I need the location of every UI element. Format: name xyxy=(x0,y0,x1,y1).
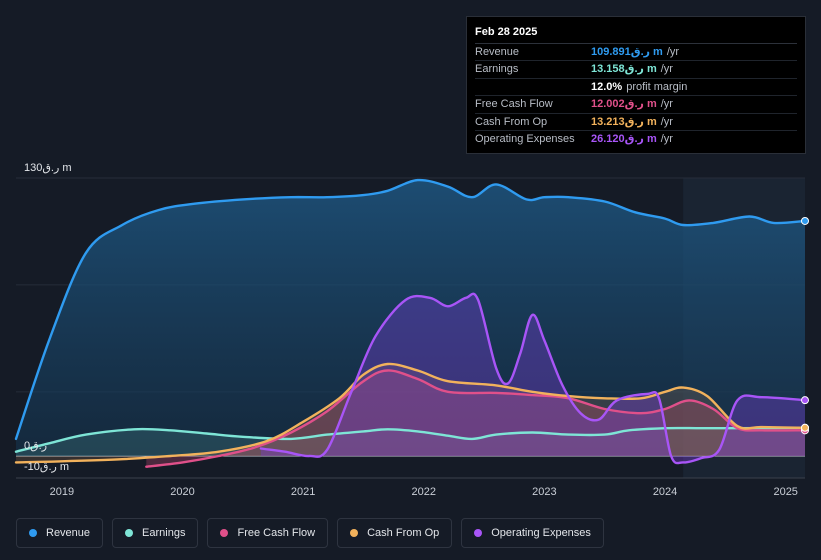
tooltip-row-label: Earnings xyxy=(475,63,519,76)
legend-dot-icon xyxy=(29,529,37,537)
tooltip-row-value: 26.120ر.ق m xyxy=(591,132,657,145)
x-tick-label: 2020 xyxy=(170,486,194,498)
tooltip-row-value: 12.002ر.ق m xyxy=(591,98,657,111)
series-line-free-cash-flow xyxy=(145,369,807,468)
tooltip-row: 12.0% profit margin xyxy=(475,79,797,97)
axis-labels: 130ر.ق m 0ر.ق -10ر.ق m 2019 2020 2021 2022 2023… xyxy=(24,162,798,498)
legend-dot-icon xyxy=(350,529,359,537)
x-tick-label: 2025 xyxy=(773,486,797,498)
tooltip-row-label: Revenue xyxy=(475,46,520,58)
series-line-operating-expenses xyxy=(259,292,807,465)
series-lines xyxy=(14,178,809,468)
tooltip-row: Operating Expenses 26.120ر.ق m/yr xyxy=(475,131,797,148)
tooltip-row-label: Free Cash Flow xyxy=(475,98,553,111)
x-tick-label: 2021 xyxy=(291,486,315,498)
chart: 130ر.ق m 0ر.ق -10ر.ق m 2019 2020 2021 2022 2023… xyxy=(14,162,809,498)
series-line-earnings xyxy=(14,426,807,453)
area-free-cash-flow xyxy=(146,370,806,467)
tooltip-row-suffix: /yr xyxy=(660,132,673,145)
tooltip-row-label: Cash From Op xyxy=(475,115,548,128)
series-line-revenue xyxy=(14,178,807,441)
area-cash-from-op xyxy=(16,363,805,463)
tooltip-date: Feb 28 2025 xyxy=(475,24,797,44)
tooltip-row-suffix: /yr xyxy=(660,63,673,76)
tooltip-row-suffix: profit margin xyxy=(626,80,688,93)
tooltip-row: Free Cash Flow 12.002ر.ق m/yr xyxy=(475,96,797,114)
legend-label: Free Cash Flow xyxy=(237,527,316,539)
tooltip-row: Revenue 109.891ر.ق m/yr xyxy=(475,44,797,62)
tooltip-row-value: 12.0% xyxy=(591,80,623,93)
x-tick-label: 2024 xyxy=(653,486,677,498)
end-point-operating-expenses xyxy=(801,396,809,405)
legend-dot-icon xyxy=(474,529,483,537)
tooltip-rows: Revenue 109.891ر.ق m/yr Earnings 13.158ر.ق … xyxy=(475,44,797,148)
legend-item-earnings[interactable]: Earnings xyxy=(112,518,199,548)
legend-item-free-cash-flow[interactable]: Free Cash Flow xyxy=(207,518,329,548)
area-operating-expenses xyxy=(260,293,805,464)
tooltip-row-label xyxy=(475,79,591,95)
tooltip-row: Cash From Op 13.213ر.ق m/yr xyxy=(475,114,797,131)
y-tick-label: -10ر.ق m xyxy=(24,461,69,473)
legend-dot-icon xyxy=(220,529,229,537)
tooltip-row-suffix: /yr xyxy=(660,98,673,111)
x-tick-label: 2023 xyxy=(532,486,556,498)
tooltip: Feb 28 2025 Revenue 109.891ر.ق m/yr Earnin… xyxy=(466,16,806,154)
y-tick-label: 130ر.ق m xyxy=(24,162,72,174)
tooltip-row-value: 109.891ر.ق m xyxy=(591,46,663,58)
series-line-cash-from-op xyxy=(14,362,807,464)
tooltip-row-suffix: /yr xyxy=(666,46,680,58)
legend-dot-icon xyxy=(125,529,134,537)
x-tick-label: 2022 xyxy=(412,486,436,498)
y-tick-label: 0ر.ق xyxy=(24,440,47,452)
legend-label: Cash From Op xyxy=(367,527,440,539)
legend-label: Operating Expenses xyxy=(491,527,591,539)
end-point-revenue xyxy=(801,216,809,225)
legend: Revenue Earnings Free Cash Flow Cash From O… xyxy=(16,518,604,548)
end-point-cash-from-op xyxy=(801,423,809,432)
tooltip-row-suffix: /yr xyxy=(660,115,673,128)
area-revenue xyxy=(16,180,805,456)
legend-label: Earnings xyxy=(142,527,186,539)
legend-item-operating-expenses[interactable]: Operating Expenses xyxy=(461,518,604,548)
tooltip-row: Earnings 13.158ر.ق m/yr xyxy=(475,61,797,79)
legend-item-cash-from-op[interactable]: Cash From Op xyxy=(337,518,453,548)
x-tick-label: 2019 xyxy=(50,486,74,498)
tooltip-row-value: 13.213ر.ق m xyxy=(591,115,657,128)
legend-item-revenue[interactable]: Revenue xyxy=(16,518,104,548)
tooltip-row-label: Operating Expenses xyxy=(475,132,575,145)
legend-label: Revenue xyxy=(46,527,91,539)
tooltip-row-value: 13.158ر.ق m xyxy=(591,63,657,76)
